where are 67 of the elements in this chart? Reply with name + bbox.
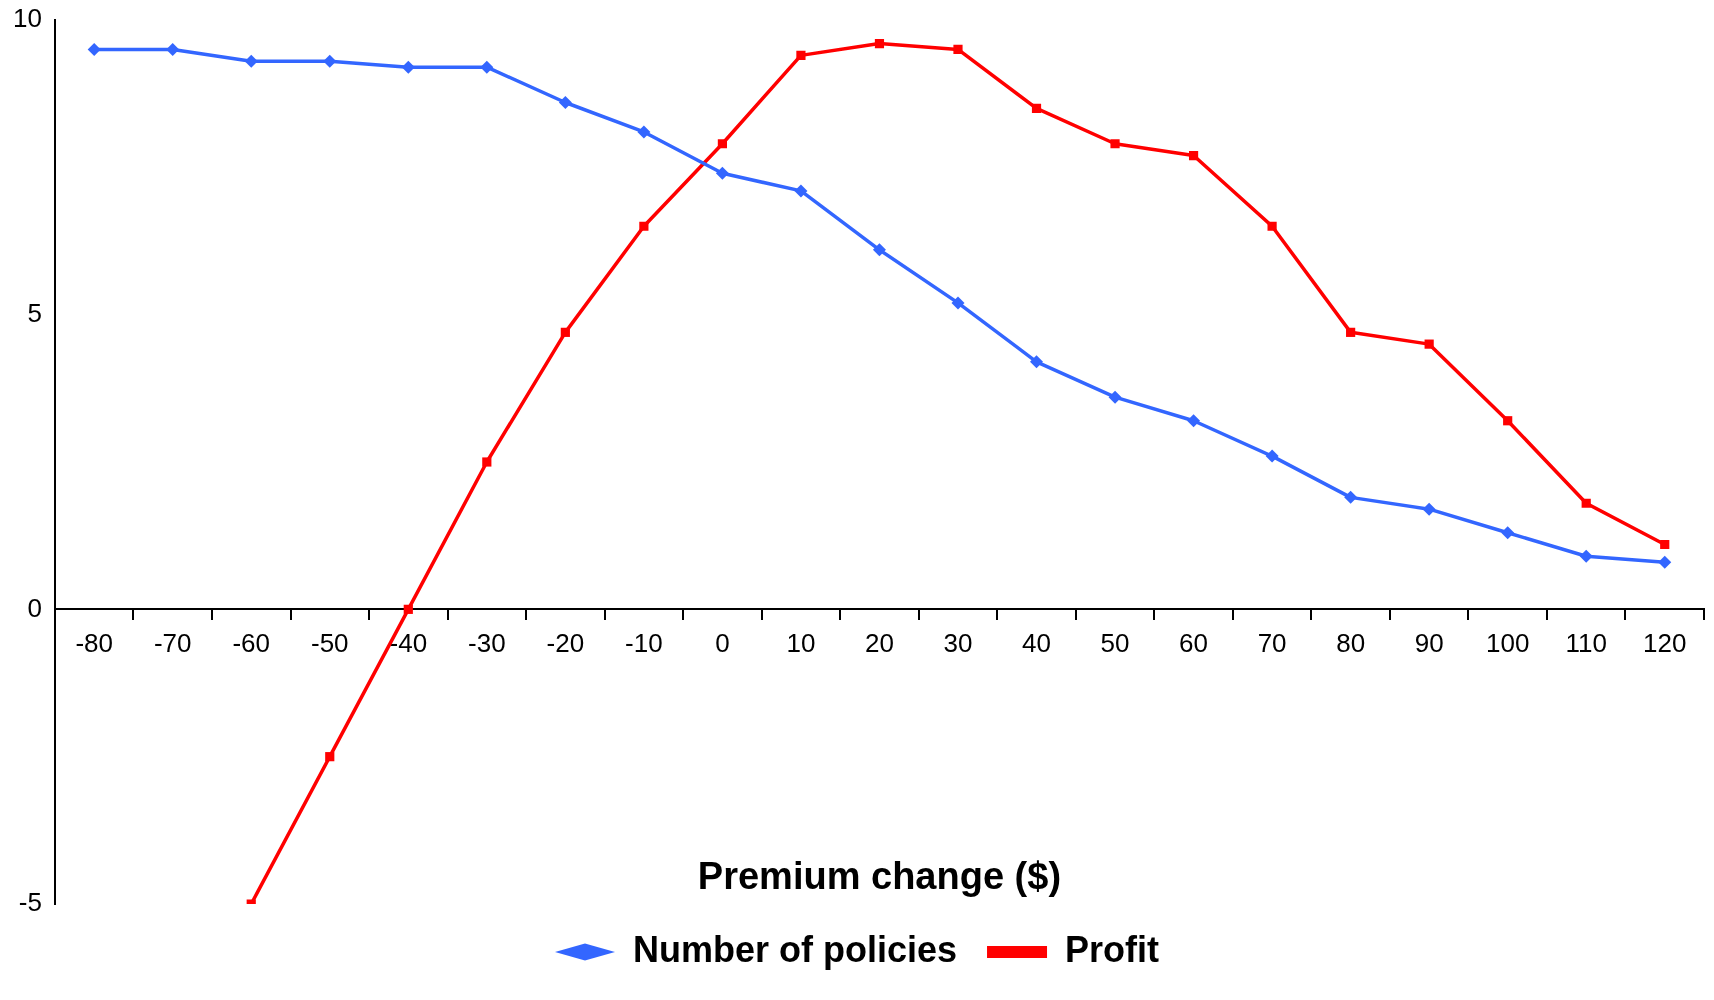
x-tick-label: -80 [75,628,113,659]
point [796,50,806,60]
x-tick-label: -10 [625,628,663,659]
x-tick-label: 20 [865,628,894,659]
point [1030,355,1044,369]
point [558,96,572,110]
x-tick-label: 110 [1565,628,1607,659]
point [717,139,727,149]
point [244,54,258,68]
point [403,604,413,614]
legend-label: Profit [1065,928,1160,970]
x-tick-label: -50 [310,628,349,659]
point [1501,526,1515,540]
x-tick-label: 100 [1485,628,1530,659]
y-tick-label: 0 [27,592,42,623]
point [637,125,651,139]
x-axis-title: Premium change ($) [697,855,1062,898]
x-tick-label: -70 [153,628,192,659]
point [1265,449,1279,463]
x-tick-label: 50 [1100,628,1130,659]
point [1108,390,1122,404]
x-tick-label: 70 [1257,628,1287,659]
x-tick-label: -20 [546,628,585,659]
point [480,60,494,74]
x-tick-label: 30 [943,628,973,659]
point [482,457,492,467]
y-tick-label: 10 [13,3,42,34]
point [1344,490,1358,504]
x-tick-label: -30 [468,628,506,659]
point [1581,498,1591,508]
point [325,752,335,762]
x-tick-label: 40 [1022,628,1051,659]
point [951,296,965,310]
legend-label: Number of policies [632,928,958,970]
point [794,184,808,198]
y-tick-label: -5 [18,887,42,918]
point [323,54,337,68]
point [560,327,570,337]
point [1346,327,1356,337]
x-tick-label: 120 [1643,628,1687,659]
x-tick-label: 80 [1336,628,1366,659]
x-tick-label: -60 [232,628,271,659]
point [715,166,729,180]
point [872,243,886,257]
x-tick-label: -40 [389,628,428,659]
point [1110,139,1120,149]
point [87,42,101,56]
point [1579,549,1593,563]
point [874,38,885,49]
point [1031,103,1042,113]
point [1424,339,1434,349]
x-tick-label: 10 [786,628,816,659]
point [401,60,415,74]
point [1187,414,1201,428]
point [1188,150,1199,161]
point [166,42,180,56]
point [953,44,963,55]
point [1658,555,1672,569]
y-tick-label: 5 [27,297,42,328]
point [1503,416,1513,426]
point [1422,502,1436,516]
point [639,221,649,231]
x-tick-label: 0 [715,628,730,659]
point [1660,539,1670,550]
point [1267,221,1277,231]
x-tick-label: 60 [1179,628,1209,659]
x-tick-label: 90 [1414,628,1444,659]
